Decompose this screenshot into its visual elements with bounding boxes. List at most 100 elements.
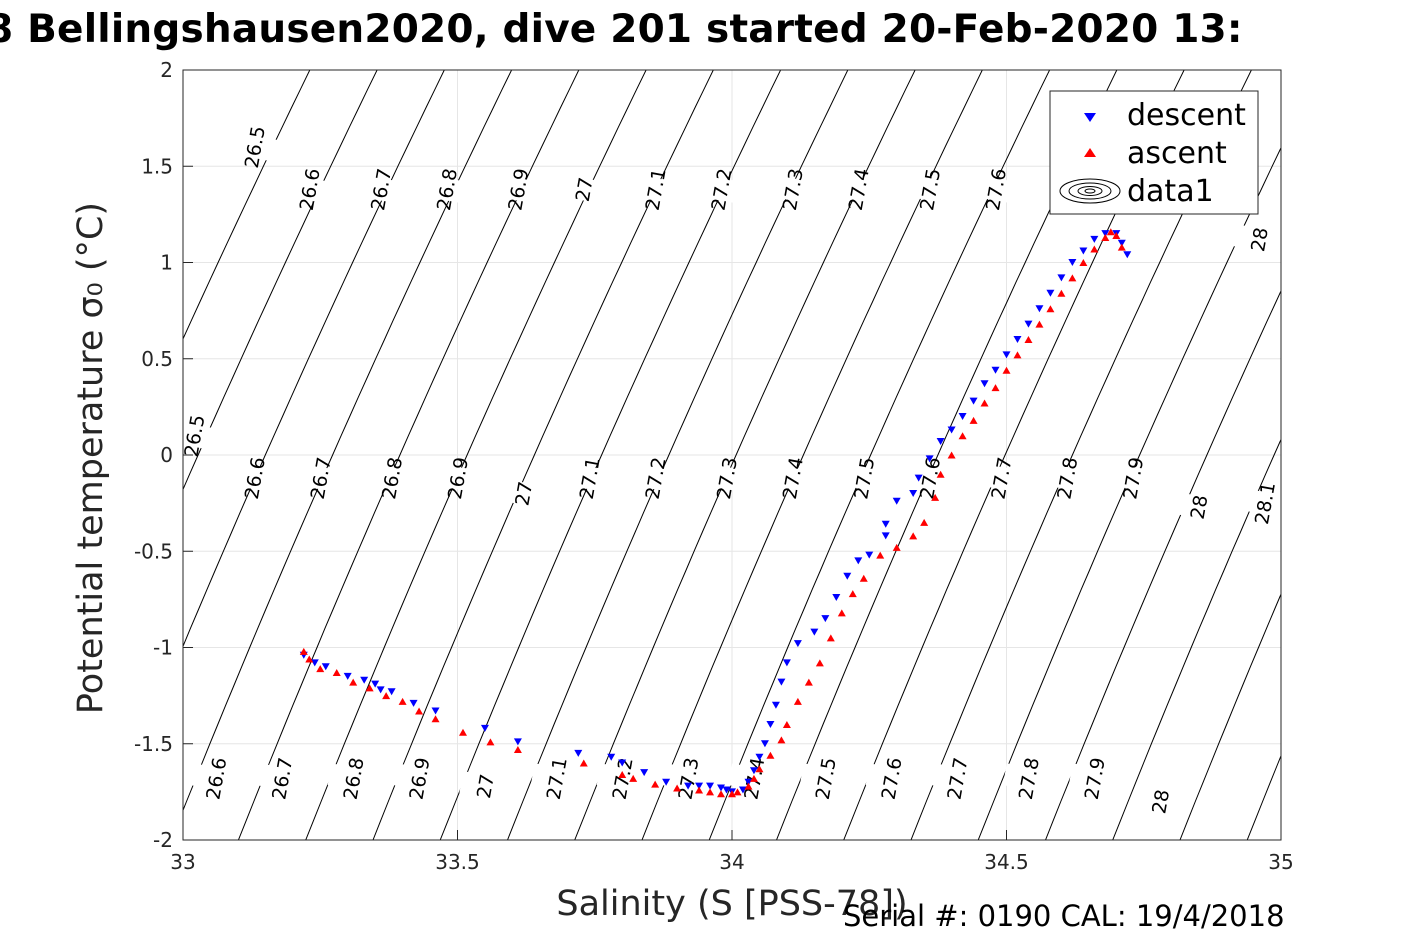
contour-label: 28: [1187, 493, 1213, 521]
y-tick-label: 0: [160, 443, 173, 467]
contour-label-bg: [904, 174, 956, 205]
contour-label-bg: [459, 771, 511, 802]
ascent-point: [1106, 228, 1115, 236]
descent-point: [777, 678, 786, 686]
descent-point: [431, 707, 440, 715]
descent-point: [717, 784, 726, 792]
ascent-point: [651, 780, 660, 788]
ascent-point: [958, 432, 967, 440]
contour-label-bg: [904, 463, 956, 494]
contour-label: 28.1: [1251, 481, 1280, 526]
contour-label: 26.7: [367, 167, 396, 212]
ascent-point: [695, 786, 704, 794]
y-axis-label: Potential temperature σ₀ (°C): [71, 202, 111, 714]
ascent-point: [415, 707, 424, 715]
ascent-point: [931, 493, 940, 501]
contour-label-bg: [168, 420, 220, 451]
descent-point: [832, 593, 841, 601]
descent-point: [722, 786, 731, 794]
contour-label-bg: [1238, 488, 1291, 519]
descent-point: [936, 438, 945, 446]
contour-label: 26.5: [180, 413, 209, 458]
descent-point: [909, 490, 918, 497]
contour-label-bg: [283, 174, 335, 205]
contour-label-bg: [838, 463, 890, 494]
descent-point: [821, 615, 830, 623]
contour-label-bg: [327, 763, 379, 794]
descent-point: [1117, 239, 1126, 247]
descent-point: [684, 782, 693, 790]
ascent-point: [1068, 274, 1077, 282]
ascent-point: [629, 774, 638, 782]
descent-point: [766, 721, 775, 728]
ascent-point: [947, 451, 956, 459]
contour-label-bg: [969, 174, 1022, 205]
ascent-point: [618, 771, 627, 779]
descent-point: [991, 366, 1000, 374]
contour-label: 26.6: [241, 456, 270, 501]
contour-label-bg: [1002, 763, 1055, 794]
descent-point: [321, 663, 330, 671]
contour-label-bg: [799, 763, 851, 794]
contour-label: 27.1: [576, 456, 605, 501]
y-tick-label: -2: [153, 828, 173, 852]
ascent-point: [1101, 233, 1110, 241]
contour-label: 27.5: [812, 756, 841, 801]
descent-point: [980, 380, 989, 388]
y-tick-label: 1: [160, 251, 173, 275]
descent-point: [574, 749, 583, 757]
ascent-point: [673, 784, 682, 792]
ascent-point: [777, 736, 786, 744]
density-contour-line: [708, 70, 1051, 840]
descent-point: [409, 699, 418, 707]
ascent-point: [1112, 232, 1121, 240]
ascent-point: [755, 765, 764, 773]
descent-point: [749, 767, 758, 775]
serial-calibration-text: Serial #: 0190 CAL: 19/4/2018: [843, 899, 1285, 933]
descent-point: [1101, 230, 1110, 238]
ascent-point: [793, 697, 802, 705]
descent-point: [969, 397, 978, 405]
y-tick-label: 1.5: [141, 154, 173, 178]
contour-label-bg: [931, 763, 983, 794]
density-contour-line: [506, 70, 849, 840]
descent-point: [782, 659, 791, 667]
ascent-point: [826, 634, 835, 642]
contour-label: 26.9: [406, 756, 435, 801]
ascent-point: [365, 684, 374, 692]
ascent-point: [936, 470, 945, 478]
contour-label-bg: [558, 174, 610, 205]
ascent-point: [1079, 259, 1088, 266]
contour-label-bg: [629, 463, 681, 494]
ascent-point: [1002, 366, 1011, 374]
ascent-point: [513, 746, 522, 754]
contour-label-bg: [865, 763, 917, 794]
descent-point: [793, 640, 802, 648]
contour-label-bg: [695, 174, 747, 205]
density-contour-line: [237, 70, 580, 840]
descent-point: [618, 759, 627, 767]
contour-label: 27.5: [916, 167, 945, 212]
legend: descent ascent data1: [1049, 90, 1259, 215]
ascent-point: [706, 788, 715, 796]
descent-point: [881, 520, 890, 528]
descent-point: [1024, 320, 1033, 328]
contour-label: 27.3: [675, 756, 704, 801]
contour-label: 26.9: [444, 456, 473, 501]
contour-label-bg: [700, 463, 753, 494]
descent-point: [376, 686, 385, 694]
y-tick-label: 0.5: [141, 347, 173, 371]
ascent-point: [749, 774, 758, 782]
contour-label-bg: [629, 174, 681, 205]
ascent-point: [848, 590, 857, 598]
ascent-point: [782, 721, 791, 728]
density-contour-line: [1112, 438, 1281, 840]
contour-label-bg: [190, 763, 242, 794]
contour-label: 26.6: [296, 167, 325, 212]
descent-point: [914, 474, 923, 482]
contour-label: 27.7: [944, 756, 973, 801]
contour-label-bg: [492, 174, 544, 205]
descent-point: [1046, 289, 1055, 297]
contour-label-bg: [766, 174, 818, 205]
